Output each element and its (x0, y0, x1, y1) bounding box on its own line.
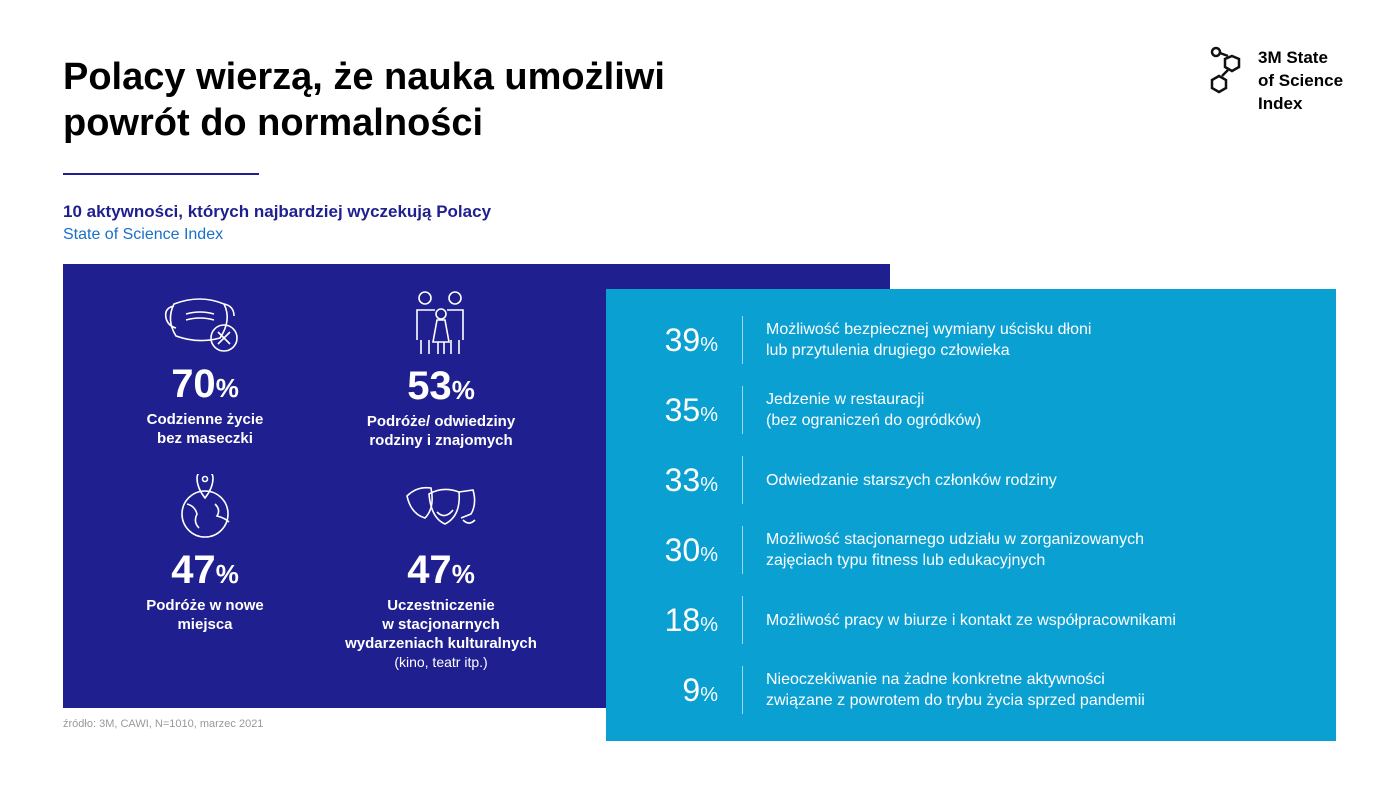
logo-line-1: 3M State (1258, 48, 1328, 67)
list-item-percent: 30% (664, 531, 718, 568)
list-item-divider (742, 456, 743, 504)
list-item-percent: 33% (664, 461, 718, 498)
globe-pin-icon (181, 474, 230, 538)
list-item-percent: 39% (664, 321, 718, 358)
mask-crossed-icon (164, 298, 238, 352)
list-item-divider (742, 316, 743, 364)
highlight-no-mask: 70% Codzienne życie bez maseczki (95, 290, 315, 448)
highlight-culture: 47% Uczestniczenie w stacjonarnych wydarze… (331, 474, 551, 672)
list-item-label: Możliwość bezpiecznej wymiany uścisku dł… (766, 321, 1092, 359)
list-item: 33% Odwiedzanie starszych członków rodzin… (606, 456, 1336, 504)
list-item-divider (742, 386, 743, 434)
theatre-masks-icon (406, 486, 476, 525)
list-item-label: Możliwość pracy w biurze i kontakt ze ws… (766, 611, 1176, 629)
title-divider (63, 173, 259, 175)
logo: 3M State of Science Index (1208, 46, 1343, 115)
list-item-percent: 18% (664, 601, 718, 638)
highlight-value: 53% (407, 364, 475, 408)
family-icon (416, 291, 464, 354)
molecule-icon (1210, 46, 1241, 94)
list-item-label: Nieoczekiwanie na żadne konkretne aktywn… (766, 671, 1145, 709)
list-item-label: Możliwość stacjonarnego udziału w zorgan… (766, 531, 1144, 569)
list-item-label: Jedzenie w restauracji (bez ograniczeń do… (766, 391, 982, 429)
list-item-divider (742, 596, 743, 644)
list-item-divider (742, 666, 743, 714)
logo-line-2: of Science (1258, 71, 1344, 90)
section-source-name: State of Science Index (63, 226, 224, 243)
list-item-percent: 9% (682, 671, 718, 708)
logo-line-3: Index (1258, 94, 1303, 113)
list-item: 18% Możliwość pracy w biurze i kontakt ze… (606, 596, 1336, 644)
list-item: 35% Jedzenie w restauracji (bez ograniczeń… (606, 386, 1336, 434)
list-item-percent: 35% (664, 391, 718, 428)
highlight-label: Podróże w nowe miejsca (146, 597, 264, 633)
highlight-label: Uczestniczenie w stacjonarnych wydarzeniac… (331, 596, 551, 672)
highlight-label: Codzienne życie bez maseczki (146, 411, 264, 447)
highlight-value: 47% (171, 548, 239, 592)
list-item: 30% Możliwość stacjonarnego udziału w zor… (606, 526, 1336, 574)
highlight-value: 70% (171, 362, 239, 406)
list-item-label: Odwiedzanie starszych członków rodziny (766, 471, 1057, 489)
list-item: 9% Nieoczekiwanie na żadne konkretne akty… (606, 666, 1336, 714)
activities-list: 39% Możliwość bezpiecznej wymiany uścisku… (606, 289, 1336, 741)
highlight-value: 47% (407, 548, 475, 592)
list-item-divider (742, 526, 743, 574)
highlight-note: (kino, teatr itp.) (394, 654, 488, 670)
list-item: 39% Możliwość bezpiecznej wymiany uścisku… (606, 316, 1336, 364)
page-title: Polacy wierzą, że nauka umożliwi powrót … (63, 56, 665, 144)
highlight-family: 53% Podróże/ odwiedziny rodziny i znajomy… (331, 290, 551, 450)
highlight-label: Podróże/ odwiedziny rodziny i znajomych (366, 413, 516, 449)
section-subtitle: 10 aktywności, których najbardziej wycze… (63, 202, 492, 221)
highlight-new-places: 47% Podróże w nowe miejsca (95, 474, 315, 634)
source-note: źródło: 3M, CAWI, N=1010, marzec 2021 (63, 718, 264, 730)
